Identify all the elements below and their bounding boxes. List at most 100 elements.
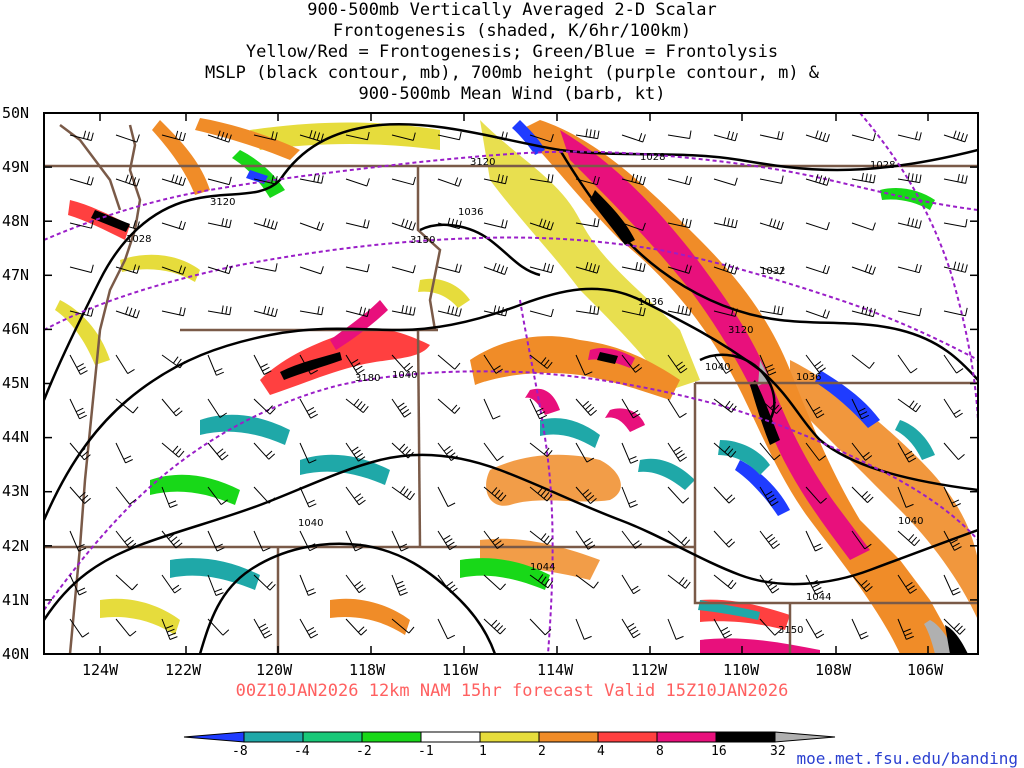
wind-barb xyxy=(391,354,414,372)
wind-barb xyxy=(299,486,317,508)
lat-label: 49N xyxy=(2,158,30,176)
wind-barb xyxy=(713,574,737,590)
mslp-label: 1036 xyxy=(458,207,483,218)
wind-barb xyxy=(483,398,501,420)
wind-barb xyxy=(621,133,646,143)
wind-barb xyxy=(115,486,137,505)
wind-barb xyxy=(575,618,592,640)
wind-barb xyxy=(759,354,777,376)
wind-barb xyxy=(575,354,593,376)
wind-barb xyxy=(897,263,922,274)
wind-barb xyxy=(851,354,875,369)
colorbar-swatch xyxy=(479,731,540,743)
wind-barb xyxy=(713,486,736,504)
wind-barb xyxy=(897,217,922,229)
wind-barb xyxy=(805,264,830,275)
wind-barb xyxy=(759,486,779,507)
wind-barb xyxy=(575,305,600,315)
wind-barb xyxy=(805,354,826,373)
wind-barb xyxy=(299,221,324,231)
wind-barb xyxy=(69,354,88,375)
wind-barb xyxy=(437,354,461,370)
credit-link[interactable]: moe.met.fsu.edu/banding xyxy=(796,749,1018,768)
wind-barb xyxy=(805,618,825,639)
wind-barb xyxy=(207,264,232,275)
lon-label: 108W xyxy=(815,661,852,679)
wind-barb xyxy=(897,618,914,640)
wind-barb xyxy=(667,217,692,229)
wind-barb xyxy=(529,618,552,636)
wind-barb xyxy=(483,305,508,317)
lat-label: 41N xyxy=(2,591,30,609)
wind-barb xyxy=(851,574,873,592)
title-line-1: 900-500mb Vertically Averaged 2-D Scalar xyxy=(307,0,717,20)
lon-label: 122W xyxy=(165,661,202,679)
wind-barb xyxy=(851,132,876,142)
wind-barb xyxy=(805,174,830,186)
wind-barb xyxy=(483,131,508,141)
wind-barb xyxy=(759,305,784,316)
wind-barb xyxy=(345,442,366,462)
wind-barb xyxy=(529,574,554,589)
wind-barb xyxy=(345,530,363,552)
wind-barb xyxy=(575,442,595,463)
wind-barb xyxy=(391,176,416,186)
wind-barb xyxy=(253,218,278,230)
colorbar-label: 32 xyxy=(770,744,786,759)
wind-barb xyxy=(667,264,692,274)
wind-barb xyxy=(483,486,507,502)
wind-barb xyxy=(897,442,917,463)
wind-barb xyxy=(391,486,416,501)
wind-barb xyxy=(529,398,548,420)
wind-barb xyxy=(943,530,962,551)
wind-barb xyxy=(437,131,462,141)
lat-label: 46N xyxy=(2,320,30,338)
wind-barb xyxy=(759,175,784,184)
wind-barb xyxy=(115,174,140,187)
wind-barb xyxy=(115,398,139,414)
wind-barb xyxy=(207,354,224,376)
lat-label: 50N xyxy=(2,104,30,122)
wind-barb xyxy=(207,398,227,418)
wind-barb xyxy=(575,218,600,228)
colorbar-swatch xyxy=(243,731,304,743)
lon-label: 114W xyxy=(537,661,574,679)
wind-barb xyxy=(851,486,874,503)
wind-barb xyxy=(621,530,642,549)
mslp-label: 1028 xyxy=(870,160,895,171)
wind-barb xyxy=(851,305,876,318)
mslp-label: 1040 xyxy=(392,370,417,381)
wind-barb xyxy=(943,354,964,374)
wind-barb xyxy=(851,398,870,420)
wind-barb xyxy=(483,530,504,549)
wind-barb xyxy=(69,264,94,273)
wind-barb xyxy=(621,398,641,419)
wind-barb xyxy=(851,442,873,461)
wind-barb xyxy=(851,264,876,275)
height-label: 3150 xyxy=(778,625,803,636)
wind-barb xyxy=(759,130,784,141)
wind-barb xyxy=(69,442,91,461)
wind-barb xyxy=(851,172,876,184)
wind-barb xyxy=(713,217,738,229)
wind-barb xyxy=(897,131,922,141)
wind-barb xyxy=(529,134,554,143)
colorbar-label: -2 xyxy=(356,744,372,759)
wind-barb xyxy=(897,398,922,413)
lon-label: 112W xyxy=(631,661,668,679)
wind-barb xyxy=(667,530,691,547)
wind-barb xyxy=(483,618,506,635)
wind-barb xyxy=(437,305,462,317)
wind-barb xyxy=(713,354,733,374)
wind-barb xyxy=(207,486,228,505)
mslp-label: 1040 xyxy=(705,362,730,373)
wind-barb xyxy=(253,442,276,460)
wind-barb xyxy=(115,134,140,143)
wind-barb xyxy=(391,574,408,596)
colorbar-swatch xyxy=(420,731,481,743)
wind-barb xyxy=(115,574,138,591)
wind-barb xyxy=(759,266,784,275)
wind-barb xyxy=(69,220,94,229)
wind-barb xyxy=(897,486,914,508)
colorbar-swatch xyxy=(538,731,599,743)
